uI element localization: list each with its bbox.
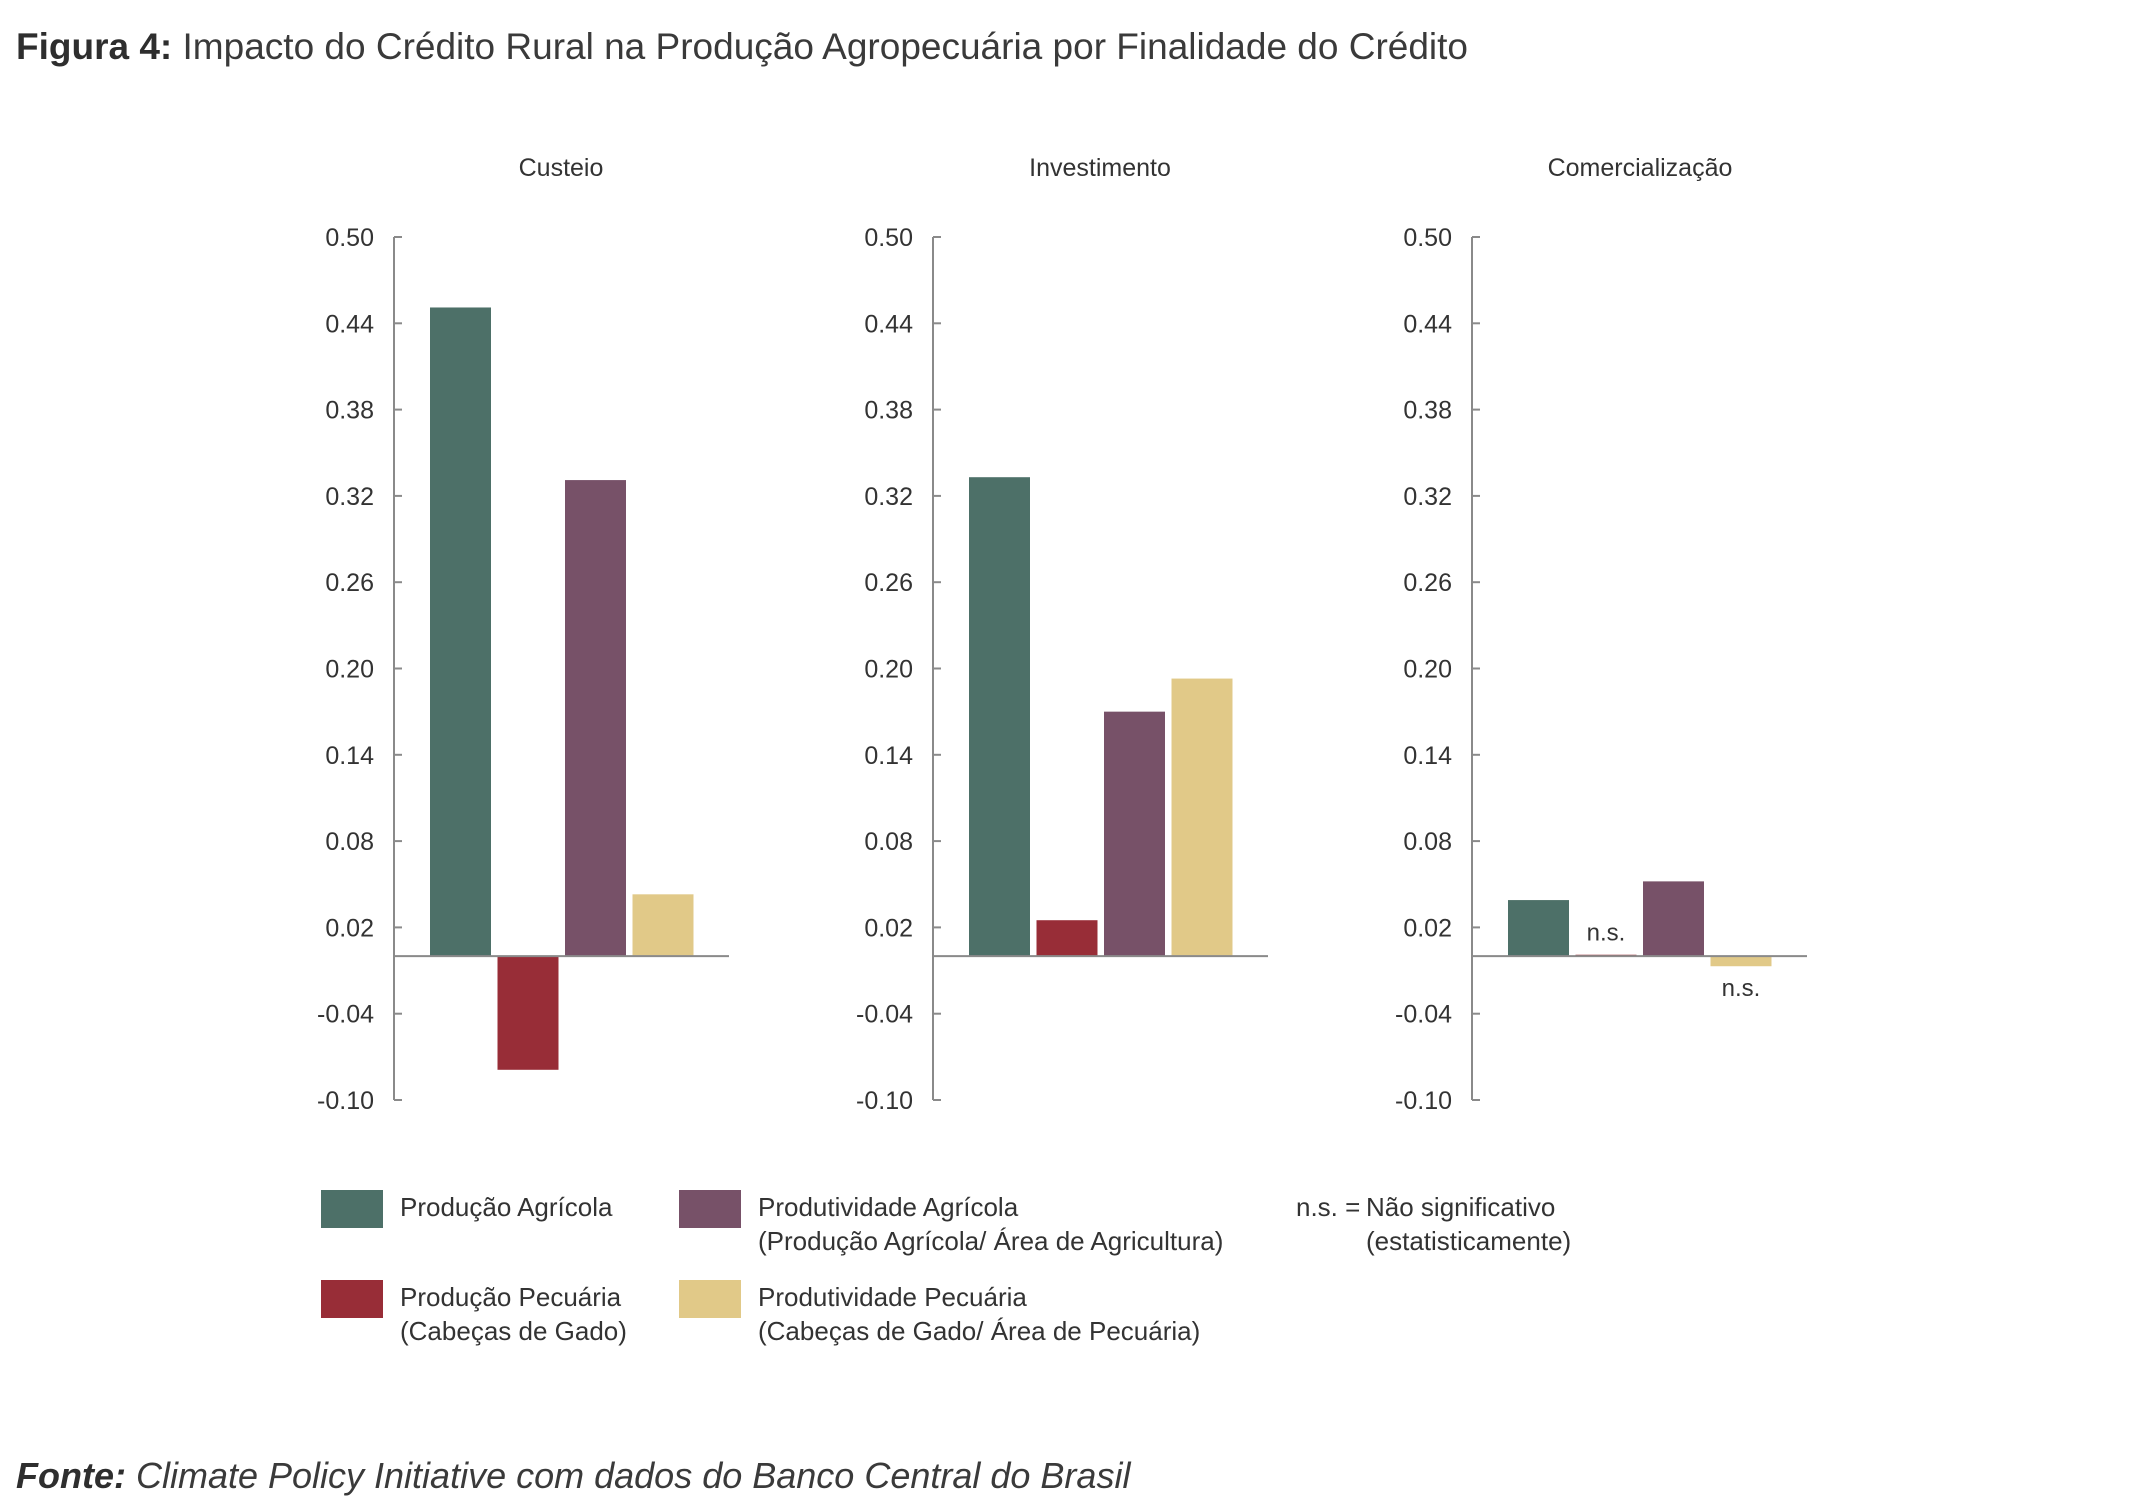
y-tick-label: -0.04 bbox=[1395, 1001, 1452, 1029]
y-tick-label: 0.38 bbox=[864, 397, 913, 425]
source-note: Fonte: Climate Policy Initiative com dad… bbox=[16, 1455, 1130, 1497]
y-tick-label: -0.04 bbox=[317, 1001, 374, 1029]
bar-4 bbox=[632, 894, 694, 957]
y-tick-label: 0.26 bbox=[864, 569, 913, 597]
y-tick-label: -0.10 bbox=[1395, 1087, 1452, 1115]
y-tick-label: 0.50 bbox=[1403, 224, 1452, 252]
bar-4 bbox=[1710, 956, 1772, 967]
bar-3 bbox=[1643, 881, 1704, 957]
y-tick-label: 0.20 bbox=[1403, 656, 1452, 684]
y-tick-label: 0.02 bbox=[1403, 914, 1452, 942]
y-tick-label: 0.26 bbox=[325, 569, 374, 597]
y-tick-label: 0.50 bbox=[864, 224, 913, 252]
bar-2 bbox=[497, 956, 559, 1070]
source-prefix: Fonte: bbox=[16, 1455, 126, 1496]
y-tick-label: -0.10 bbox=[317, 1087, 374, 1115]
y-tick-label: 0.02 bbox=[864, 914, 913, 942]
source-text: Climate Policy Initiative com dados do B… bbox=[125, 1455, 1131, 1496]
y-tick-label: -0.10 bbox=[856, 1087, 913, 1115]
y-tick-label: 0.14 bbox=[325, 742, 374, 770]
y-tick-label: 0.02 bbox=[325, 914, 374, 942]
bar-3 bbox=[565, 480, 626, 957]
ns-annotation: n.s. bbox=[1722, 975, 1761, 1002]
figure-number: Figura 4: bbox=[16, 26, 173, 67]
bar-1 bbox=[430, 307, 491, 957]
panel-title: Comercialização bbox=[1548, 154, 1733, 182]
panel-title: Investimento bbox=[1029, 154, 1171, 182]
bar-1 bbox=[1508, 900, 1569, 957]
y-tick-label: 0.44 bbox=[864, 310, 913, 338]
y-tick-label: 0.20 bbox=[864, 656, 913, 684]
y-tick-label: 0.32 bbox=[325, 483, 374, 511]
bar-3 bbox=[1104, 711, 1165, 957]
figure-title: Figura 4: Impacto do Crédito Rural na Pr… bbox=[16, 26, 1468, 68]
y-tick-label: 0.44 bbox=[1403, 310, 1452, 338]
y-tick-label: 0.20 bbox=[325, 656, 374, 684]
y-tick-label: 0.50 bbox=[325, 224, 374, 252]
ns-annotation: n.s. bbox=[1587, 920, 1626, 947]
y-tick-label: 0.32 bbox=[864, 483, 913, 511]
y-tick-label: 0.08 bbox=[1403, 828, 1452, 856]
panel-title: Custeio bbox=[519, 154, 604, 182]
bar-2 bbox=[1036, 920, 1098, 957]
bar-1 bbox=[969, 477, 1030, 957]
y-tick-label: 0.14 bbox=[864, 742, 913, 770]
y-tick-label: 0.08 bbox=[325, 828, 374, 856]
y-tick-label: 0.26 bbox=[1403, 569, 1452, 597]
y-tick-label: 0.44 bbox=[325, 310, 374, 338]
y-tick-label: -0.04 bbox=[856, 1001, 913, 1029]
y-tick-label: 0.38 bbox=[325, 397, 374, 425]
y-tick-label: 0.08 bbox=[864, 828, 913, 856]
bar-4 bbox=[1171, 678, 1233, 957]
y-tick-label: 0.14 bbox=[1403, 742, 1452, 770]
figure-title-text: Impacto do Crédito Rural na Produção Agr… bbox=[172, 26, 1469, 67]
y-tick-label: 0.32 bbox=[1403, 483, 1452, 511]
y-tick-label: 0.38 bbox=[1403, 397, 1452, 425]
